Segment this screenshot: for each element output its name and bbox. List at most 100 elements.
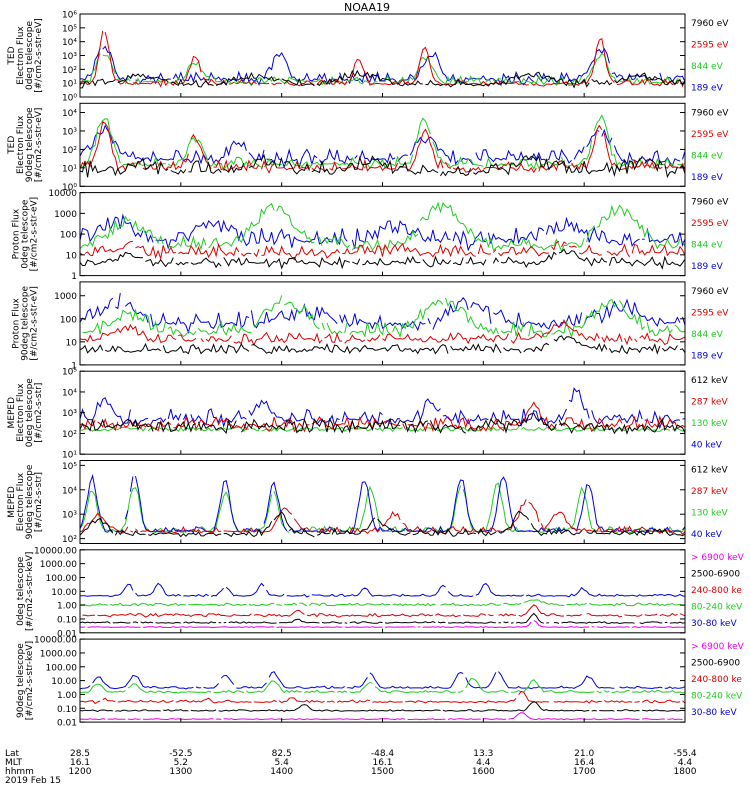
x-tick-mlt: 4.4 xyxy=(678,758,693,768)
panel-8-ytick-label: 100.00 xyxy=(46,663,78,673)
panel-1-legend-entry: 2595 eV xyxy=(691,41,729,51)
panel-4-series-3 xyxy=(80,319,685,346)
panel-2-legend-entry: 189 eV xyxy=(691,173,724,183)
x-tick-hhmm: 1400 xyxy=(270,767,293,777)
panel-8-ytick-label: 10.00 xyxy=(51,677,77,687)
panel-2-ytick-label: 10⁰ xyxy=(62,183,77,193)
panel-8-ytick-label: 0.10 xyxy=(57,705,77,715)
panel-2-legend-entry: 844 eV xyxy=(691,151,724,161)
panel-8-legend-entry: 80-240 keV xyxy=(691,692,743,702)
panel-4: 1 10 100 1000 Proton Flux 90deg telescope [#/c… xyxy=(12,281,729,371)
panel-5-legend-entry: 287 keV xyxy=(691,398,728,408)
panel-6-series-3 xyxy=(80,499,685,536)
panel-5-ytick-label: 10⁴ xyxy=(62,388,77,398)
panel-5-legend-entry: 130 keV xyxy=(691,419,728,429)
panel-8: 0.01 0.10 1.00 10.00 100.00 1000.00 10000.00 90… xyxy=(16,636,745,729)
panel-6-ylabel-line: MEPED xyxy=(7,486,17,518)
panel-7-ytick-label: 1.00 xyxy=(57,602,77,612)
x-tick-mlt: 16.1 xyxy=(372,758,392,768)
panel-3-traces xyxy=(80,201,685,270)
panel-6-series-4 xyxy=(80,510,685,538)
panel-8-legend-entry: 30-80 keV xyxy=(691,708,737,718)
panel-5: 10¹ 10² 10³ 10⁴ 10⁵ MEPED Electron Flux 0deg te… xyxy=(7,368,728,461)
x-tick-mlt: 4.4 xyxy=(476,758,491,768)
x-tick-lat: 28.5 xyxy=(70,749,90,759)
panel-8-ylabel-line: 90deg telescope xyxy=(16,643,26,718)
x-axis-row-label: Lat xyxy=(5,749,20,759)
panel-3-series-2 xyxy=(80,201,685,253)
panel-6-ylabel-line: 90deg telescope xyxy=(25,464,35,539)
panel-3-ylabel-line: Proton Flux xyxy=(12,208,22,259)
panel-1-traces xyxy=(80,30,685,89)
panel-1-ylabel-line: TED xyxy=(7,46,17,65)
panel-8-legend-entry: 2500-6900 xyxy=(691,659,740,669)
panel-7-legend-entry: 2500-6900 xyxy=(691,569,740,579)
panel-4-ytick-label: 1000 xyxy=(54,292,77,302)
x-tick-hhmm: 1300 xyxy=(169,767,192,777)
panel-1-ytick-label: 10³ xyxy=(62,52,77,62)
panel-2-series-4 xyxy=(80,153,685,179)
panel-3-series-4 xyxy=(80,248,685,270)
x-tick-lat: -55.4 xyxy=(673,749,697,759)
panel-7-ytick-label: 0.01 xyxy=(57,629,77,639)
panel-2-series-3 xyxy=(80,120,685,175)
panel-7-series-3 xyxy=(82,604,685,618)
panel-4-ytick-label: 100 xyxy=(60,315,77,325)
panel-7-series-5 xyxy=(80,620,685,629)
panel-5-series-4 xyxy=(80,412,685,435)
panel-4-ylabel-line: 90deg telescope xyxy=(21,286,31,361)
panel-7-ytick-label: 1000.00 xyxy=(40,560,77,570)
panel-6-legend-entry: 130 keV xyxy=(691,509,728,519)
panel-4-legend-entry: 189 eV xyxy=(691,351,724,361)
panel-2-ylabel-line: 90deg telescope xyxy=(25,107,35,182)
panel-8-traces xyxy=(80,671,685,720)
panel-1-legend-entry: 844 eV xyxy=(691,62,724,72)
panel-6-ytick-label: 10⁴ xyxy=(62,486,77,496)
x-tick-lat: -52.5 xyxy=(169,749,192,759)
panel-2-legend-entry: 2595 eV xyxy=(691,130,729,140)
panel-1-ylabel-line: [#/cm2-s-str-eV] xyxy=(34,18,44,93)
panel-4-legend-entry: 7960 eV xyxy=(691,287,729,297)
panel-3-legend-entry: 189 eV xyxy=(691,262,724,272)
panel-1-legend-entry: 7960 eV xyxy=(691,19,729,29)
panel-6-ylabel-line: [#/cm2-s-str] xyxy=(34,472,44,532)
panel-8-ytick-label: 10000.00 xyxy=(34,636,77,646)
panel-7-legend-entry: 240-800 ke xyxy=(691,586,742,596)
panel-1-ytick-label: 10⁰ xyxy=(62,94,77,104)
panel-1-ytick-label: 10² xyxy=(62,66,77,76)
panel-3-legend-entry: 2595 eV xyxy=(691,219,729,229)
panel-5-ytick-label: 10⁵ xyxy=(62,368,77,378)
panel-6-ytick-label: 10² xyxy=(62,535,77,545)
panel-6-ylabel-line: Electron Flux xyxy=(16,472,26,531)
panel-4-ylabel-line: Proton Flux xyxy=(12,297,22,348)
panel-5-ylabel-line: MEPED xyxy=(7,397,17,429)
panel-3-ytick-label: 1 xyxy=(71,272,77,282)
panel-5-series-2 xyxy=(80,387,685,430)
panel-1-series-4 xyxy=(80,69,685,89)
panel-8-ytick-label: 1000.00 xyxy=(40,649,77,659)
panel-2: 10⁰ 10¹ 10² 10³ 10⁴ TED Electron Flux 90deg tel… xyxy=(7,102,729,193)
panel-7-traces xyxy=(80,582,685,629)
panel-7-series-4 xyxy=(80,612,685,625)
panel-1: 10⁰ 10¹ 10² 10³ 10⁴ 10⁵ 10⁶ TED Electron Flux 0de… xyxy=(7,11,729,104)
panel-1-ylabel-line: 0deg telescope xyxy=(25,21,35,91)
panel-4-traces xyxy=(80,293,685,355)
panel-7-ytick-label: 10.00 xyxy=(51,588,77,598)
x-tick-hhmm: 1800 xyxy=(674,767,697,777)
panel-6-legend-entry: 612 keV xyxy=(691,466,728,476)
panel-4-ytick-label: 1 xyxy=(71,361,77,371)
panel-8-series-2 xyxy=(80,678,685,694)
panel-2-ylabel-line: [#/cm2-s-str-eV] xyxy=(34,108,44,183)
x-tick-mlt: 16.1 xyxy=(70,758,90,768)
panel-7-legend-entry: > 6900 keV xyxy=(691,553,745,563)
panel-5-ytick-label: 10² xyxy=(62,430,77,440)
panel-3-ylabel-line: 0deg telescope xyxy=(21,199,31,269)
panel-3: 1 10 100 1000 10000 Proton Flux 0deg telescope… xyxy=(12,189,730,282)
panel-1-ytick-label: 10⁶ xyxy=(62,11,77,21)
panel-6: 10² 10³ 10⁴ 10⁵ MEPED Electron Flux 90deg tele… xyxy=(7,460,728,545)
panel-2-ytick-label: 10² xyxy=(62,146,77,156)
